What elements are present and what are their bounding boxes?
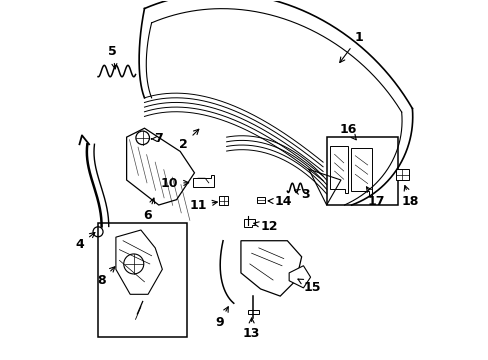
Bar xyxy=(326,137,397,205)
Polygon shape xyxy=(350,148,372,196)
Circle shape xyxy=(123,254,143,274)
Text: 17: 17 xyxy=(366,187,385,208)
Text: 15: 15 xyxy=(297,279,321,294)
Bar xyxy=(98,223,187,337)
Text: 13: 13 xyxy=(243,318,260,340)
Text: 11: 11 xyxy=(189,198,217,212)
Text: 3: 3 xyxy=(294,188,309,201)
Polygon shape xyxy=(241,241,301,296)
Polygon shape xyxy=(219,196,228,205)
Polygon shape xyxy=(308,169,340,205)
Text: 14: 14 xyxy=(267,195,292,208)
Text: 18: 18 xyxy=(401,185,418,208)
Polygon shape xyxy=(329,146,347,193)
Polygon shape xyxy=(395,169,408,180)
Polygon shape xyxy=(116,230,162,294)
Text: 4: 4 xyxy=(76,233,95,251)
Polygon shape xyxy=(244,219,255,227)
Polygon shape xyxy=(126,128,194,205)
Text: 7: 7 xyxy=(151,132,163,145)
Text: 6: 6 xyxy=(143,198,154,222)
Text: 2: 2 xyxy=(179,129,199,151)
Polygon shape xyxy=(288,266,310,288)
Polygon shape xyxy=(247,310,258,314)
Polygon shape xyxy=(192,175,214,187)
Polygon shape xyxy=(257,197,264,203)
Circle shape xyxy=(93,227,103,237)
Text: 10: 10 xyxy=(161,177,188,190)
Text: 1: 1 xyxy=(339,31,363,63)
Circle shape xyxy=(136,131,149,145)
Text: 8: 8 xyxy=(97,267,115,287)
Text: 9: 9 xyxy=(215,307,228,329)
Text: 16: 16 xyxy=(339,123,356,140)
Text: 5: 5 xyxy=(108,45,117,69)
Text: 12: 12 xyxy=(253,220,278,233)
